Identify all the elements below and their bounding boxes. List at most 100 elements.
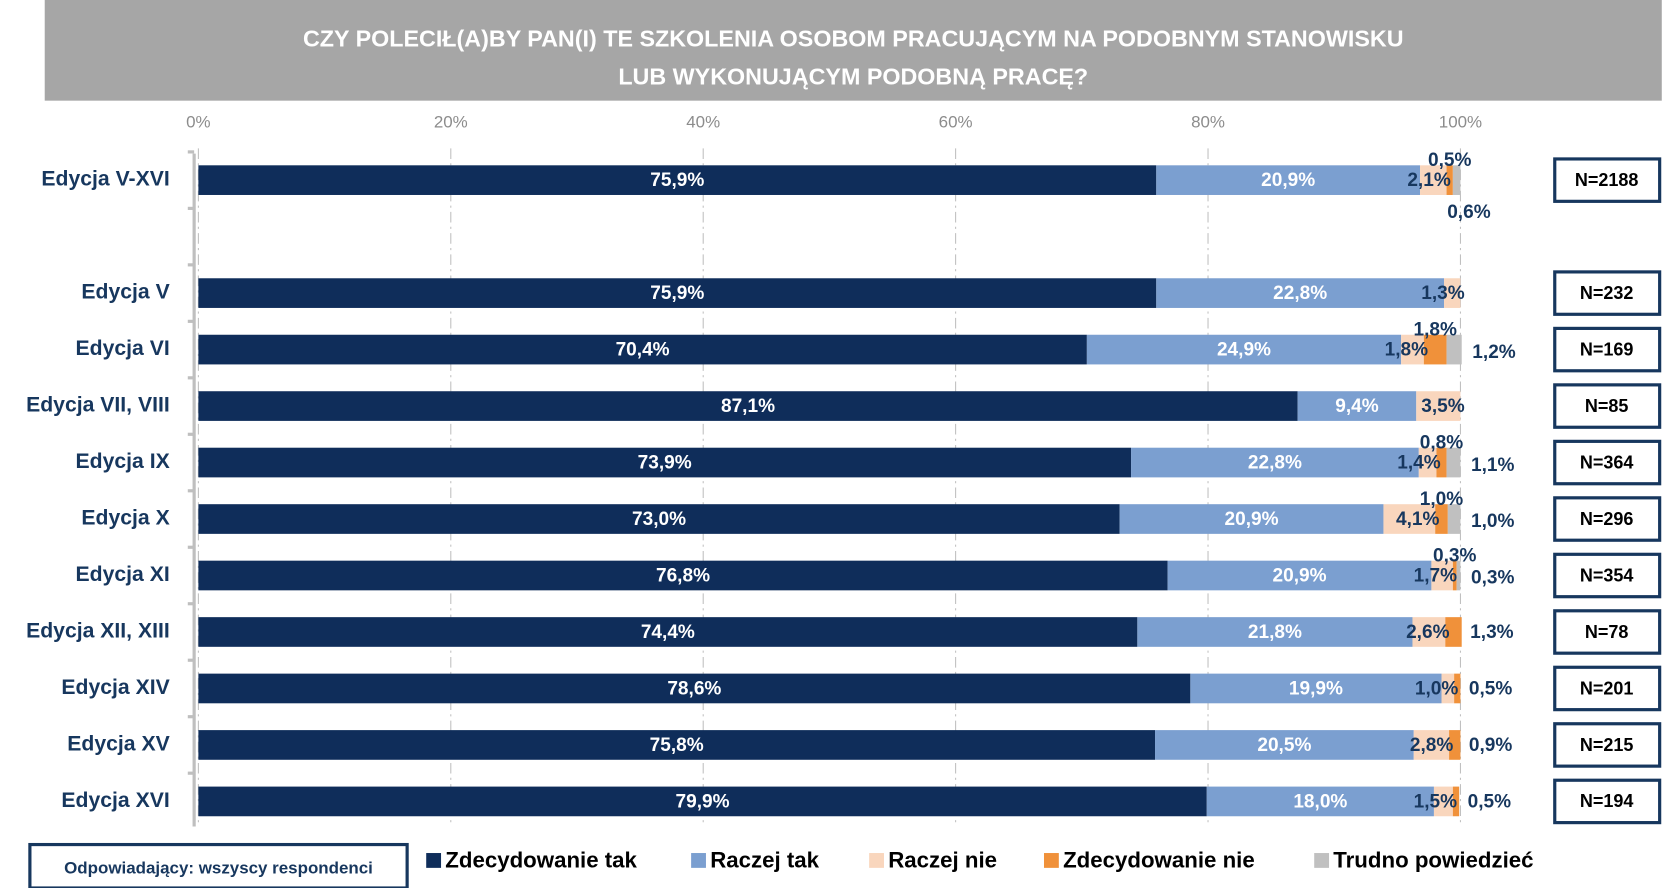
- bar-segment: [1420, 165, 1447, 195]
- n-box: [1553, 609, 1662, 655]
- y-tick-label: Edycja XI: [76, 563, 170, 586]
- bar-segment: [1436, 447, 1447, 478]
- bar-segment: [198, 447, 1132, 478]
- bar-segment: [1423, 334, 1447, 365]
- bar-segment: [1418, 447, 1437, 478]
- legend-swatch: [426, 853, 442, 868]
- x-tick-label: 20%: [434, 112, 468, 131]
- chart-title: LUB WYKONUJĄCYM PODOBNĄ PRACĘ?: [618, 64, 1088, 90]
- n-label: N=85: [1585, 396, 1629, 416]
- data-label: 1,8%: [1385, 340, 1428, 361]
- n-label: N=78: [1585, 622, 1629, 642]
- n-box: [1553, 722, 1662, 768]
- bar-segment: [1297, 391, 1417, 421]
- n-box: [1553, 778, 1662, 825]
- n-label: N=169: [1580, 339, 1634, 359]
- title-band: [44, 0, 1662, 101]
- bar-segment: [198, 165, 1157, 195]
- data-label: 2,6%: [1406, 622, 1449, 643]
- data-label: 73,9%: [638, 453, 692, 474]
- data-label: 1,3%: [1470, 622, 1513, 643]
- data-label: 0,3%: [1433, 545, 1476, 566]
- n-box: [1553, 439, 1662, 486]
- bar-segment: [1447, 504, 1461, 534]
- bar-segment: [1452, 560, 1457, 591]
- data-label: 20,5%: [1257, 735, 1311, 756]
- n-label: N=296: [1580, 509, 1634, 529]
- n-box: [1553, 552, 1662, 599]
- bar-segment: [1431, 560, 1453, 591]
- legend-swatch: [691, 853, 706, 868]
- legend-label: Trudno powiedzieć: [1333, 847, 1533, 872]
- n-label: N=364: [1580, 452, 1634, 472]
- y-tick-label: Edycja VI: [76, 337, 170, 360]
- n-box: [1553, 496, 1662, 542]
- y-tick-label: Edycja X: [81, 507, 169, 530]
- n-label: N=232: [1580, 283, 1634, 303]
- n-label: N=354: [1580, 565, 1634, 585]
- data-label: 2,8%: [1410, 735, 1453, 756]
- data-label: 1,2%: [1472, 342, 1515, 363]
- data-label: 70,4%: [616, 340, 670, 361]
- data-label: 1,4%: [1397, 453, 1440, 474]
- data-label: 75,9%: [650, 170, 704, 191]
- x-tick-label: 100%: [1439, 112, 1482, 131]
- bar-segment: [1383, 504, 1436, 534]
- n-box: [1553, 270, 1662, 316]
- bar-segment: [1446, 165, 1453, 195]
- bar-segment: [1156, 278, 1445, 308]
- n-box: [1553, 665, 1662, 712]
- bar-segment: [1413, 730, 1450, 760]
- data-label: 18,0%: [1293, 792, 1347, 813]
- data-label: 0,8%: [1420, 433, 1463, 454]
- bar-segment: [198, 617, 1138, 647]
- legend-label: Raczej tak: [710, 847, 819, 872]
- n-label: N=201: [1580, 678, 1634, 698]
- data-label: 75,9%: [650, 283, 704, 304]
- bar-segment: [1454, 673, 1461, 704]
- legend-label: Zdecydowanie tak: [445, 847, 637, 872]
- bar-segment: [1137, 617, 1413, 647]
- bar-segment: [198, 786, 1207, 817]
- y-tick-label: Edycja VII, VIII: [26, 394, 170, 417]
- y-tick-label: Edycja XIV: [61, 676, 169, 699]
- x-tick-label: 60%: [939, 112, 973, 131]
- bar-segment: [198, 334, 1087, 365]
- data-label: 22,8%: [1248, 453, 1302, 474]
- data-label: 0,5%: [1428, 150, 1471, 171]
- data-label: 1,0%: [1420, 489, 1463, 510]
- data-label: 0,6%: [1447, 202, 1490, 223]
- n-label: N=2188: [1575, 170, 1639, 190]
- note: Odpowiadający: wszyscy respondenci: [64, 858, 373, 877]
- bar-segment: [1452, 786, 1460, 817]
- y-tick-label: Edycja V: [81, 281, 169, 304]
- data-label: 20,9%: [1261, 170, 1315, 191]
- y-tick-label: Edycja XII, XIII: [26, 620, 170, 643]
- data-label: 9,4%: [1335, 396, 1378, 417]
- bar-segment: [1167, 560, 1432, 591]
- y-tick-label: Edycja XV: [67, 733, 169, 756]
- data-label: 1,3%: [1421, 283, 1464, 304]
- bar-segment: [198, 391, 1298, 421]
- data-label: 79,9%: [676, 792, 730, 813]
- data-label: 1,5%: [1414, 792, 1457, 813]
- bar-segment: [1445, 617, 1462, 647]
- data-label: 24,9%: [1217, 340, 1271, 361]
- bar-segment: [1416, 391, 1461, 421]
- bar-segment: [1446, 334, 1462, 365]
- bar-segment: [198, 673, 1191, 704]
- data-label: 0,3%: [1471, 568, 1514, 589]
- bar-segment: [198, 730, 1156, 760]
- bar-segment: [1456, 560, 1461, 591]
- data-label: 2,1%: [1407, 170, 1450, 191]
- data-label: 78,6%: [667, 679, 721, 700]
- bar-segment: [1155, 730, 1414, 760]
- data-label: 76,8%: [656, 566, 710, 587]
- bar-segment: [1190, 673, 1442, 704]
- legend-swatch: [1043, 853, 1059, 868]
- bar-segment: [1441, 673, 1455, 704]
- bar-segment: [1435, 504, 1448, 534]
- data-label: 1,0%: [1415, 679, 1458, 700]
- y-tick-label: Edycja IX: [76, 450, 170, 473]
